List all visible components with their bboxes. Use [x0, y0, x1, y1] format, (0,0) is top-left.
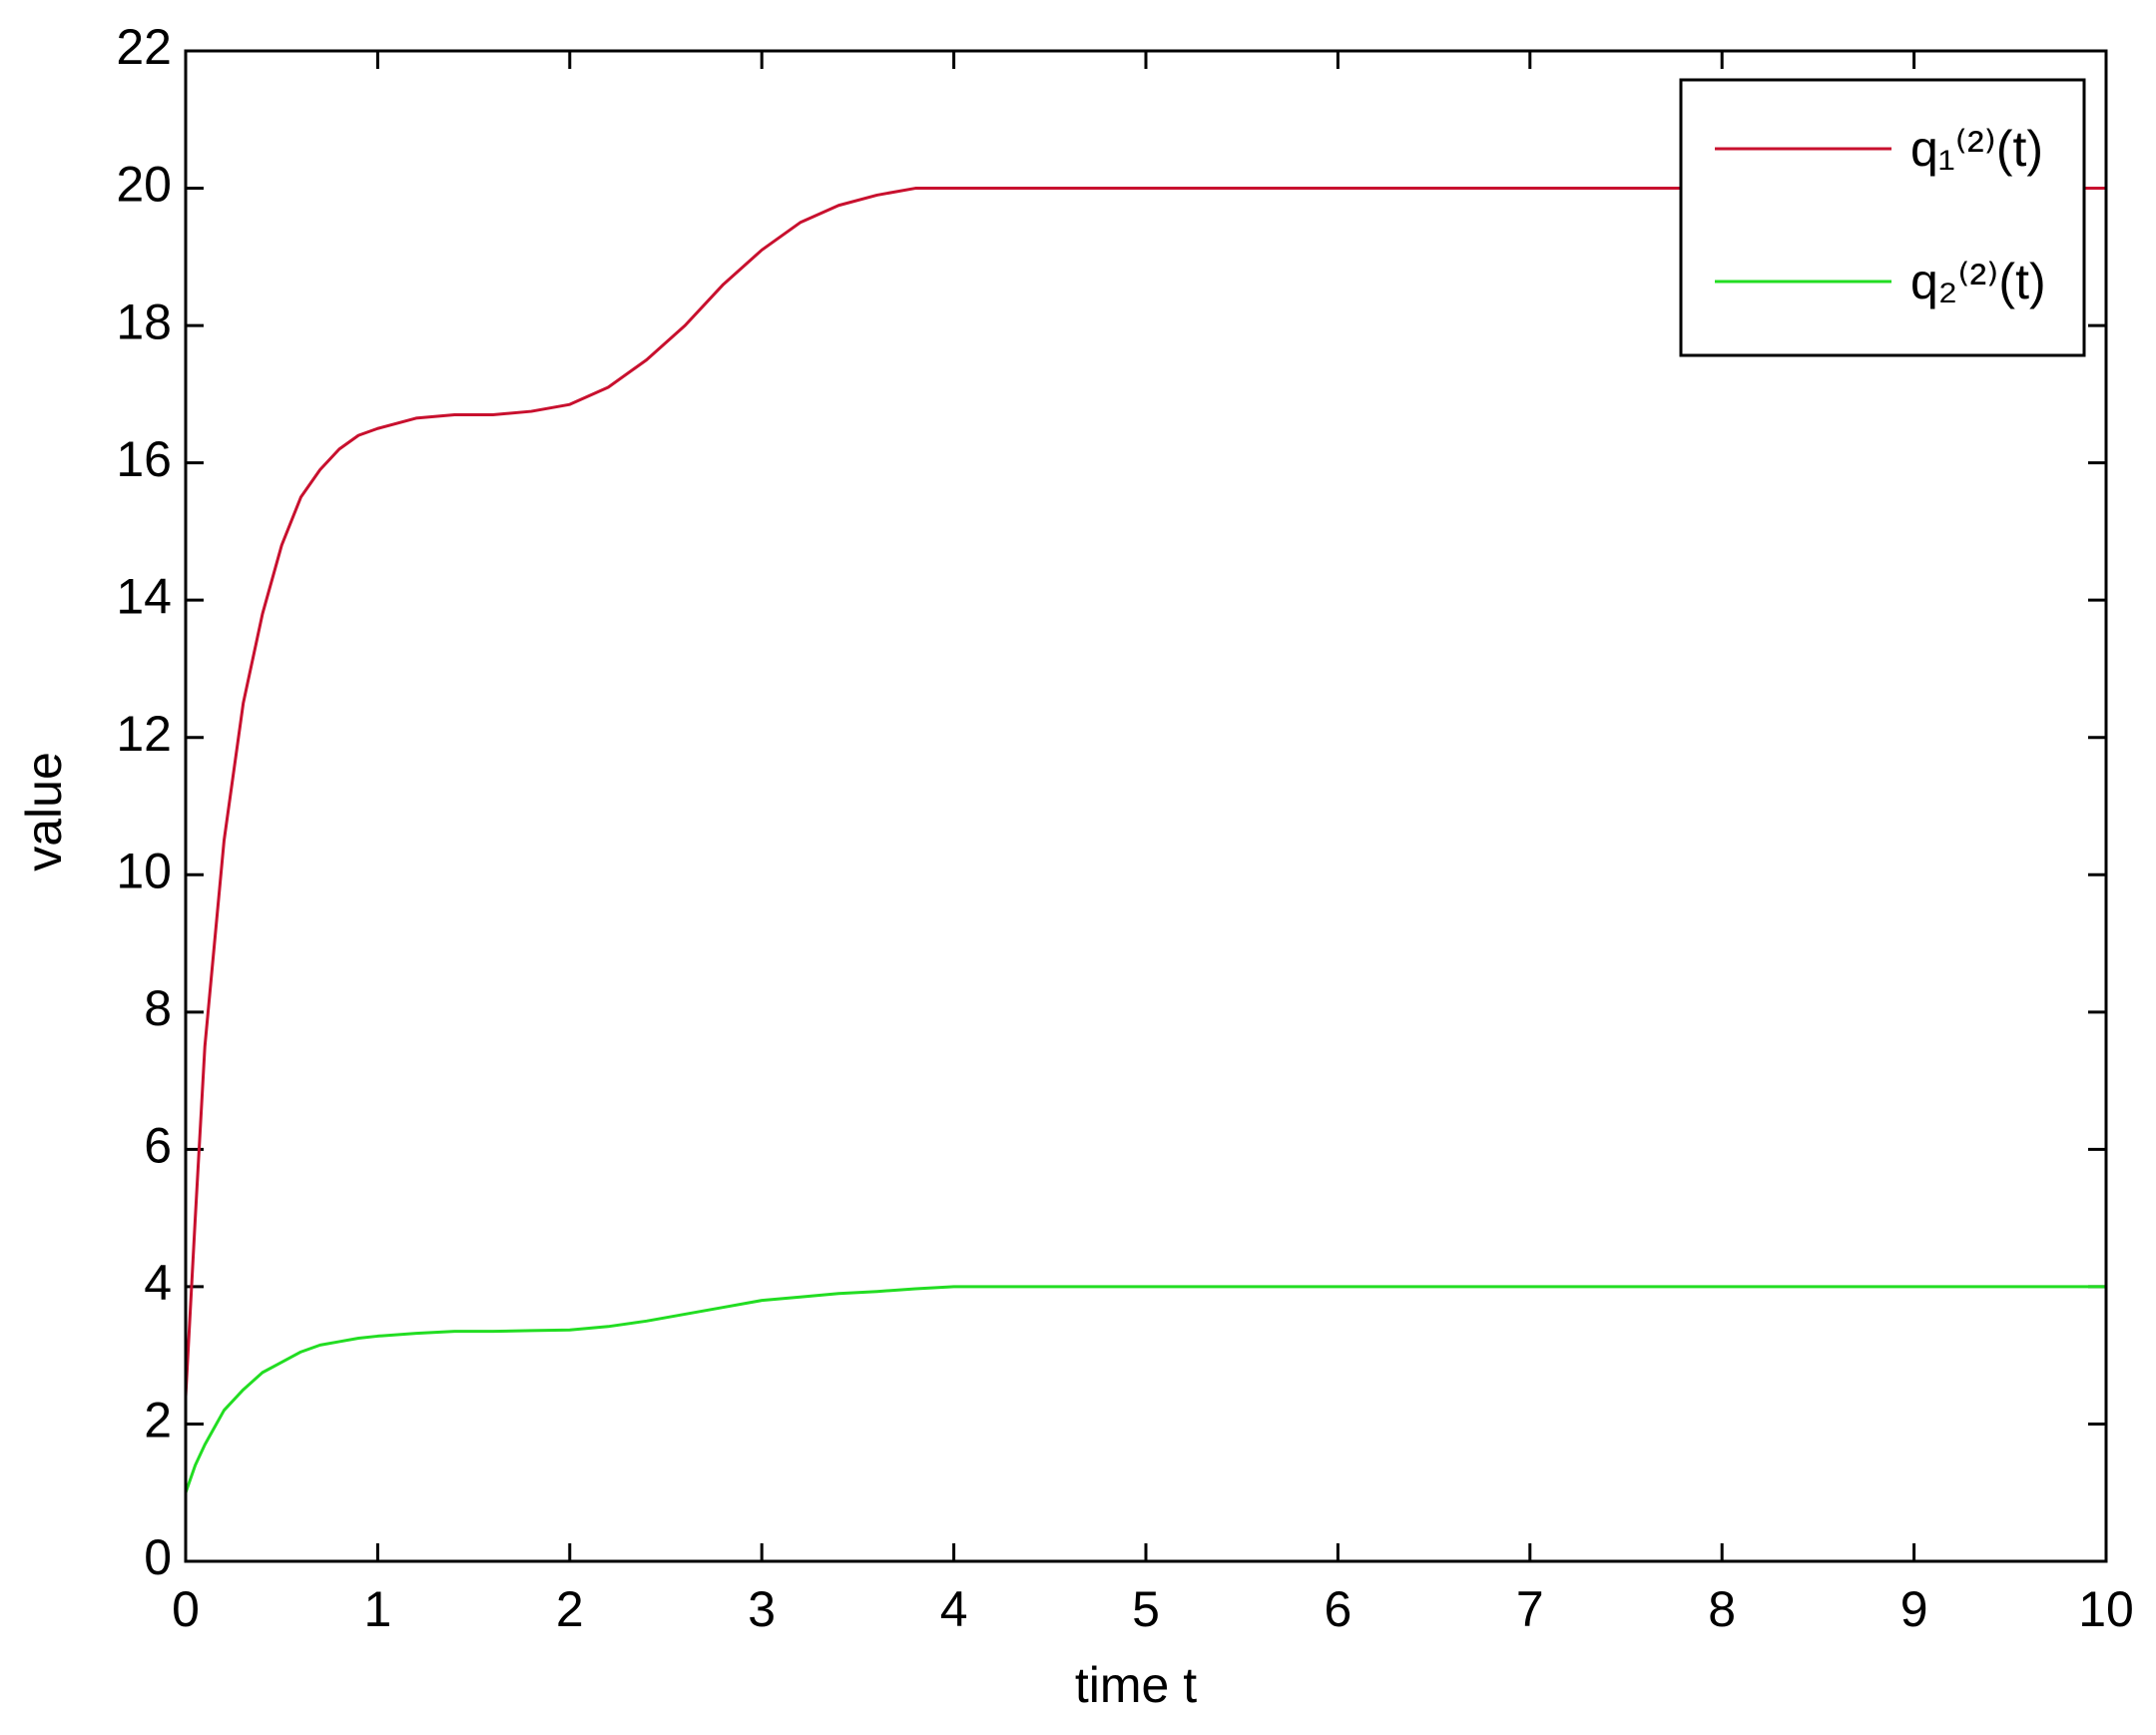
x-tick-label: 9 — [1900, 1581, 1928, 1637]
x-tick-label: 4 — [940, 1581, 968, 1637]
x-tick-label: 8 — [1708, 1581, 1736, 1637]
y-tick-label: 20 — [116, 157, 172, 213]
y-tick-label: 4 — [144, 1255, 172, 1311]
y-tick-label: 2 — [144, 1393, 172, 1448]
legend-box — [1679, 78, 2086, 357]
legend-label: q₂⁽²⁾(t) — [1910, 254, 2046, 309]
x-tick-label: 10 — [2078, 1581, 2134, 1637]
y-tick-label: 12 — [116, 706, 172, 762]
y-tick-label: 10 — [116, 843, 172, 898]
data-line — [184, 1285, 2106, 1493]
x-tick-label: 3 — [748, 1581, 776, 1637]
legend-label: q₁⁽²⁾(t) — [1910, 121, 2043, 177]
x-axis-label: time t — [1075, 1657, 1197, 1713]
data-line — [184, 187, 2106, 1398]
x-tick-label: 5 — [1132, 1581, 1160, 1637]
y-tick-label: 18 — [116, 293, 172, 349]
y-tick-label: 22 — [116, 19, 172, 75]
x-tick-label: 2 — [556, 1581, 584, 1637]
plot-frame — [184, 49, 2108, 1563]
x-tick-label: 6 — [1324, 1581, 1351, 1637]
y-tick-label: 14 — [116, 568, 172, 624]
y-tick-label: 8 — [144, 980, 172, 1036]
x-tick-label: 1 — [363, 1581, 391, 1637]
y-tick-label: 0 — [144, 1529, 172, 1585]
y-tick-label: 6 — [144, 1118, 172, 1174]
x-tick-label: 0 — [172, 1581, 200, 1637]
y-axis-label: value — [16, 752, 72, 871]
y-tick-label: 16 — [116, 431, 172, 487]
x-tick-label: 7 — [1516, 1581, 1544, 1637]
